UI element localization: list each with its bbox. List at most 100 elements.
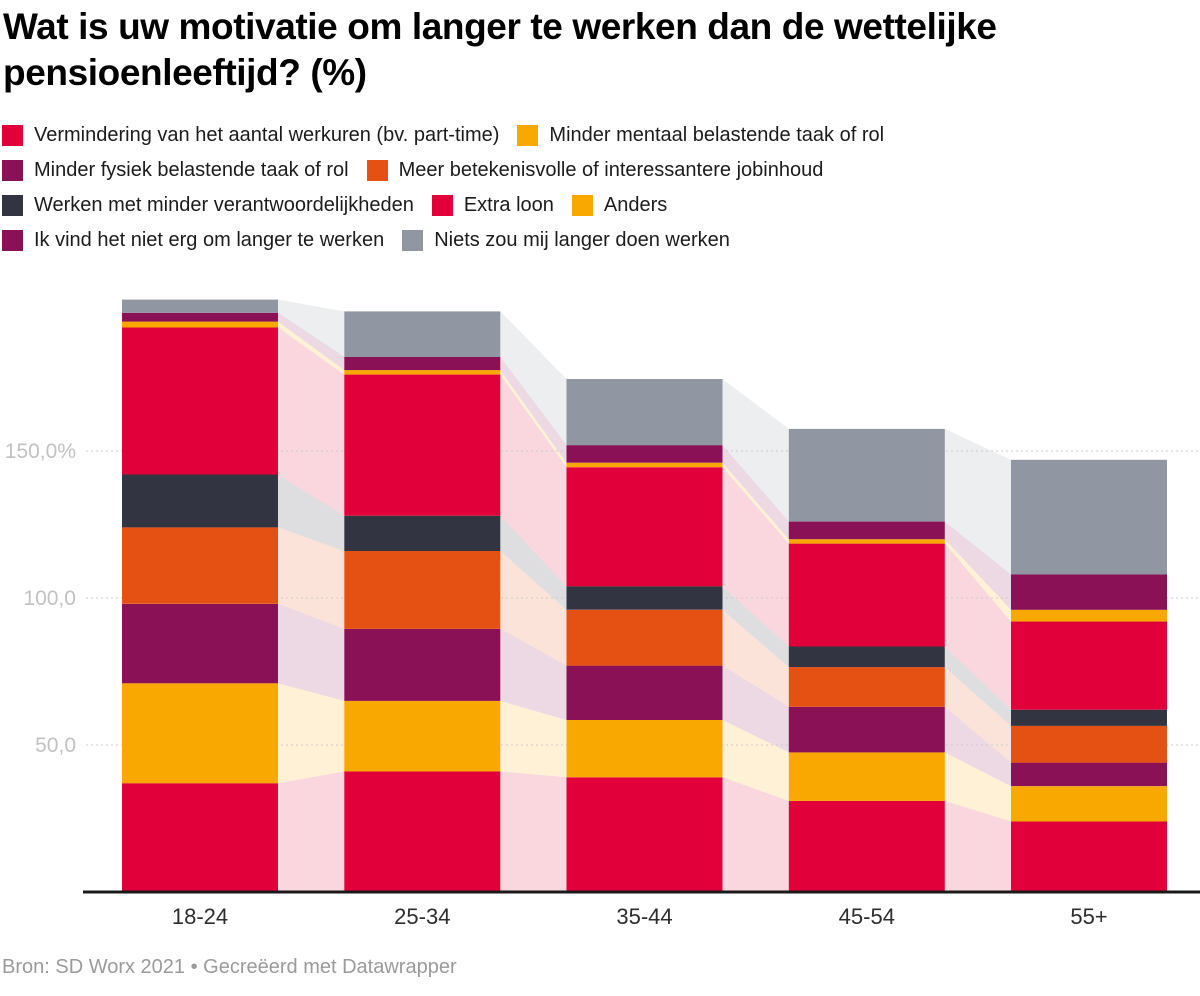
- series-connector: [278, 771, 345, 892]
- series-connector: [944, 706, 1011, 787]
- bar-segment: [122, 321, 278, 328]
- x-axis-category-label: 35-44: [616, 904, 672, 929]
- bar-segment: [122, 312, 278, 322]
- bar-segment: [344, 311, 501, 357]
- bar-segment: [1011, 609, 1167, 622]
- series-connector: [944, 752, 1011, 822]
- stacked-bar-55+: [1011, 459, 1167, 892]
- series-connector: [278, 327, 345, 516]
- page-title-line-2: pensioenleeftijd? (%): [3, 51, 367, 93]
- bar-segment: [1011, 621, 1167, 710]
- series-connector: [944, 800, 1011, 892]
- series-connector: [278, 321, 345, 375]
- x-axis-category-label: 25-34: [394, 904, 450, 929]
- series-connector: [722, 462, 789, 544]
- series-connector: [500, 628, 567, 720]
- legend-row: Vermindering van het aantal werkuren (bv…: [2, 121, 884, 149]
- series-connector: [278, 299, 345, 357]
- series-connector: [500, 370, 567, 468]
- legend-row: Minder fysiek belastende taak of rol Meer…: [2, 156, 884, 184]
- series-connector: [500, 356, 567, 463]
- series-connector: [500, 551, 567, 666]
- bar-segment: [566, 777, 723, 892]
- page-title: Wat is uw motivatie om langer te werken …: [3, 4, 1173, 96]
- series-connector: [722, 665, 789, 753]
- stacked-bar-18-24: [122, 299, 278, 892]
- x-axis-category-label: 45-54: [839, 904, 895, 929]
- legend-item: Werken met minder verantwoordelijkheden: [2, 194, 414, 217]
- source-attribution: Bron: SD Worx 2021 • Gecreëerd met Dataw…: [2, 956, 457, 978]
- legend-item: Vermindering van het aantal werkuren (bv…: [2, 124, 499, 147]
- legend-swatch-icon: [2, 194, 23, 216]
- legend-item: Anders: [571, 193, 668, 217]
- bar-segment: [122, 603, 278, 684]
- bar-segment: [788, 706, 945, 753]
- legend-item: Niets zou mij langer doen werken: [402, 229, 730, 252]
- series-connector: [278, 603, 345, 701]
- legend-item-label: Werken met minder verantwoordelijkheden: [34, 193, 414, 216]
- stacked-bar-35-44: [566, 379, 723, 892]
- series-connector: [722, 445, 789, 540]
- series-connector: [278, 683, 345, 784]
- series-connector: [722, 720, 789, 801]
- legend-item-label: Meer betekenisvolle of interessantere jo…: [398, 158, 824, 181]
- bar-segment: [788, 428, 945, 522]
- bar-segment: [122, 527, 278, 604]
- bar-segment: [122, 299, 278, 313]
- chart-svg: 50,0 100,0 150,0% 18-24 25-34 35-44 45-54 55+: [5, 299, 1200, 929]
- bar-segment: [566, 467, 723, 587]
- legend-item-label: Extra loon: [463, 193, 554, 216]
- bar-segment: [344, 628, 501, 701]
- legend-swatch-icon: [431, 194, 453, 216]
- bar-segment: [122, 474, 278, 528]
- stacked-bar-chart: 50,0 100,0 150,0% 18-24 25-34 35-44 45-54 55+: [0, 270, 1200, 945]
- series-connector: [500, 771, 567, 892]
- bar-segment: [788, 539, 945, 544]
- bar-segment: [344, 370, 501, 375]
- bar-segment: [788, 521, 945, 540]
- legend-swatch-icon: [2, 159, 23, 181]
- bar-segment: [566, 720, 723, 778]
- legend-item: Minder mentaal belastende taak of rol: [517, 124, 884, 147]
- legend-swatch-icon: [402, 229, 424, 251]
- bar-segment: [788, 543, 945, 647]
- legend-swatch-icon: [571, 194, 593, 216]
- bar-segment: [566, 586, 723, 610]
- series-connector: [278, 312, 345, 371]
- legend-swatch-icon: [2, 229, 23, 251]
- bar-segment: [566, 379, 723, 446]
- bar-segment: [122, 683, 278, 784]
- bar-segment: [344, 356, 501, 371]
- legend-row: Ik vind het niet erg om langer te werken…: [2, 226, 884, 254]
- bar-segment: [788, 800, 945, 892]
- series-connector: [722, 777, 789, 892]
- series-connector: [722, 379, 789, 522]
- x-axis-category-label: 55+: [1070, 904, 1107, 929]
- series-connector: [278, 527, 345, 629]
- bar-segment: [1011, 762, 1167, 787]
- legend-swatch-icon: [2, 124, 23, 146]
- legend-item: Minder fysiek belastende taak of rol: [2, 159, 349, 182]
- bar-segment: [344, 771, 501, 892]
- series-connector: [944, 521, 1011, 610]
- bar-segment: [1011, 574, 1167, 610]
- stacked-bar-45-54: [788, 428, 945, 892]
- bar-segment: [344, 515, 501, 551]
- bar-segment: [1011, 709, 1167, 726]
- bar-segment: [788, 646, 945, 668]
- bar-segment: [566, 665, 723, 720]
- series-connector: [944, 543, 1011, 710]
- bar-segment: [566, 609, 723, 666]
- series-connector: [944, 667, 1011, 763]
- legend-item: Ik vind het niet erg om langer te werken: [2, 229, 384, 252]
- series-connector: [500, 700, 567, 778]
- bar-segment: [566, 445, 723, 463]
- legend-item-label: Anders: [603, 193, 668, 216]
- legend-swatch-icon: [517, 124, 539, 146]
- bar-segment: [1011, 459, 1167, 575]
- legend-item-label: Niets zou mij langer doen werken: [434, 228, 730, 251]
- series-connector: [500, 515, 567, 610]
- bar-segment: [1011, 821, 1167, 892]
- legend-item-label: Vermindering van het aantal werkuren (bv…: [34, 123, 500, 146]
- bar-segment: [1011, 786, 1167, 822]
